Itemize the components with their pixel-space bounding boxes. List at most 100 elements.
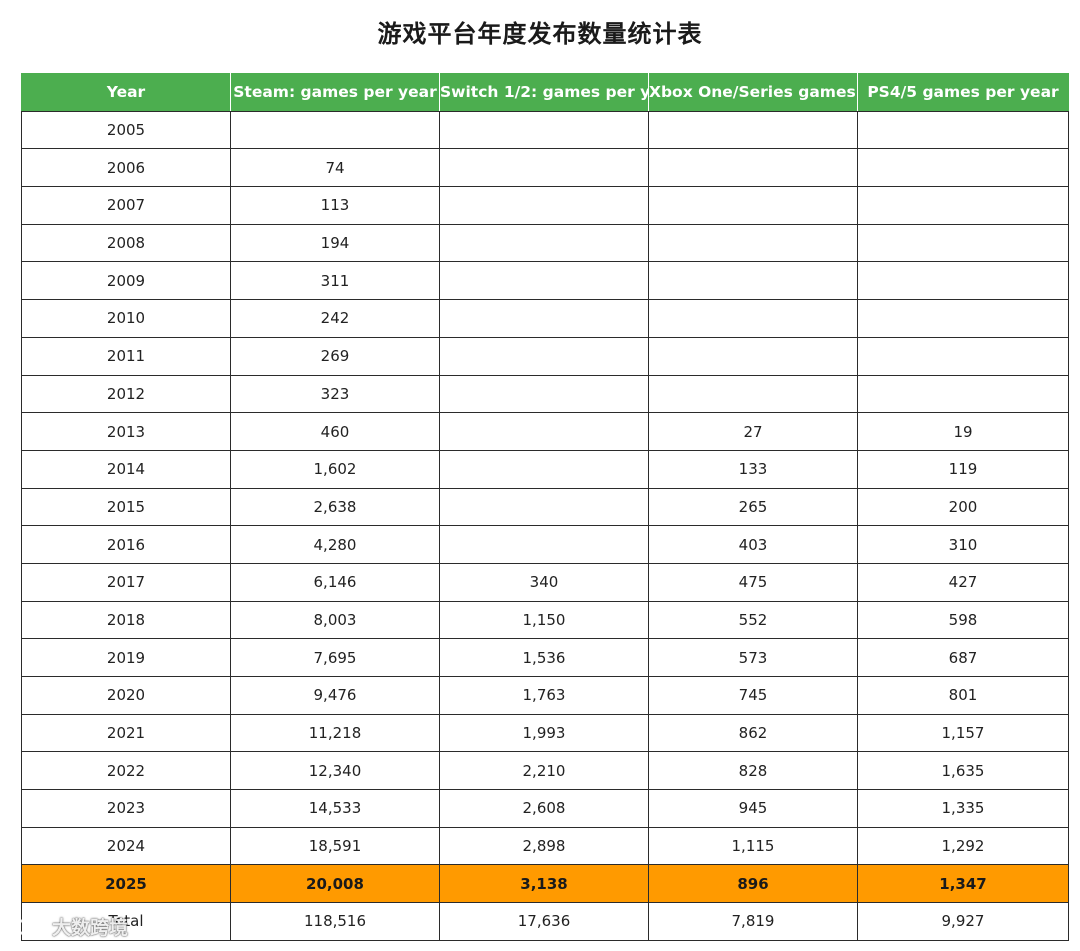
cell-ps: 1,157	[857, 713, 1069, 753]
table-row: 2016 4,280 403 310	[21, 525, 1069, 564]
cell-xbox: 896	[648, 864, 858, 904]
cell-xbox: 403	[648, 525, 858, 564]
watermark-text: 大数跨境	[52, 917, 129, 939]
cell-xbox: 945	[648, 789, 858, 828]
cell-switch: 3,138	[439, 864, 649, 904]
table-row-total: Total 118,516 17,636 7,819 9,927	[21, 902, 1069, 941]
cell-xbox	[648, 336, 858, 376]
cell-switch: 1,150	[439, 600, 649, 640]
cell-steam: 20,008	[230, 864, 440, 904]
cell-switch	[439, 525, 649, 564]
cell-switch	[439, 261, 649, 301]
cell-steam: 269	[230, 336, 440, 376]
cell-steam: 18,591	[230, 826, 440, 866]
cell-steam: 1,602	[230, 449, 440, 489]
cell-ps	[857, 299, 1069, 338]
cell-xbox: 265	[648, 487, 858, 527]
cell-xbox: 7,819	[648, 902, 858, 941]
cell-switch	[439, 374, 649, 414]
cell-year: 2021	[21, 713, 231, 753]
table-row: 2014 1,602 133 119	[21, 449, 1069, 489]
cell-xbox	[648, 110, 858, 150]
cell-xbox	[648, 186, 858, 225]
cell-switch: 340	[439, 562, 649, 602]
cell-xbox: 27	[648, 412, 858, 451]
cell-switch	[439, 223, 649, 263]
table-row: 2006 74	[21, 148, 1069, 188]
cell-switch	[439, 487, 649, 527]
cell-xbox	[648, 223, 858, 263]
table-row: 2007 113	[21, 186, 1069, 225]
cell-year: 2024	[21, 826, 231, 866]
cell-steam: 194	[230, 223, 440, 263]
cell-ps: 9,927	[857, 902, 1069, 941]
table-row: 2005	[21, 110, 1069, 150]
column-header-year: Year	[21, 73, 231, 112]
table-row: 2017 6,146 340 475 427	[21, 562, 1069, 602]
cell-switch	[439, 449, 649, 489]
cell-year: 2017	[21, 562, 231, 602]
cell-steam: 74	[230, 148, 440, 188]
cell-ps: 1,335	[857, 789, 1069, 828]
cell-steam: 14,533	[230, 789, 440, 828]
cell-year: 2007	[21, 186, 231, 225]
cell-year: 2009	[21, 261, 231, 301]
table-row: 2013 460 27 19	[21, 412, 1069, 451]
table-row: 2021 11,218 1,993 862 1,157	[21, 713, 1069, 753]
cell-ps: 200	[857, 487, 1069, 527]
cell-ps: 687	[857, 638, 1069, 677]
table-row: 2012 323	[21, 374, 1069, 414]
cell-switch	[439, 186, 649, 225]
column-header-steam: Steam: games per year	[230, 73, 440, 112]
cell-xbox	[648, 299, 858, 338]
cell-steam: 6,146	[230, 562, 440, 602]
column-header-ps: PS4/5 games per year	[857, 73, 1069, 112]
table-row: 2024 18,591 2,898 1,115 1,292	[21, 826, 1069, 866]
cell-switch: 17,636	[439, 902, 649, 941]
cell-year: 2011	[21, 336, 231, 376]
cell-switch: 1,993	[439, 713, 649, 753]
table-row: 2010 242	[21, 299, 1069, 338]
cell-year: 2023	[21, 789, 231, 828]
cell-switch	[439, 110, 649, 150]
cell-ps: 119	[857, 449, 1069, 489]
cell-steam: 12,340	[230, 751, 440, 791]
cell-ps	[857, 223, 1069, 263]
cell-switch: 2,608	[439, 789, 649, 828]
cell-year: 2020	[21, 676, 231, 715]
cell-xbox: 1,115	[648, 826, 858, 866]
cell-year: 2018	[21, 600, 231, 640]
cell-steam: 311	[230, 261, 440, 301]
cell-steam: 11,218	[230, 713, 440, 753]
cell-switch: 1,763	[439, 676, 649, 715]
cell-xbox: 862	[648, 713, 858, 753]
table-row: 2023 14,533 2,608 945 1,335	[21, 789, 1069, 828]
cell-switch: 2,210	[439, 751, 649, 791]
cell-year: 2025	[21, 864, 231, 904]
cell-year: 2016	[21, 525, 231, 564]
cell-ps: 1,292	[857, 826, 1069, 866]
cell-year: 2015	[21, 487, 231, 527]
cell-year: 2010	[21, 299, 231, 338]
table-row: 2020 9,476 1,763 745 801	[21, 676, 1069, 715]
table-row: 2022 12,340 2,210 828 1,635	[21, 751, 1069, 791]
cell-ps: 1,347	[857, 864, 1069, 904]
cell-xbox	[648, 374, 858, 414]
data-table: Year Steam: games per year Switch 1/2: g…	[21, 73, 1069, 941]
table-row: 2011 269	[21, 336, 1069, 376]
column-header-xbox: Xbox One/Series games per year	[648, 73, 858, 112]
table-row: 2019 7,695 1,536 573 687	[21, 638, 1069, 677]
table-row: 2009 311	[21, 261, 1069, 301]
cell-steam: 9,476	[230, 676, 440, 715]
cell-year: 2022	[21, 751, 231, 791]
cell-steam: 118,516	[230, 902, 440, 941]
cell-ps: 310	[857, 525, 1069, 564]
cell-xbox: 745	[648, 676, 858, 715]
table-row: 2008 194	[21, 223, 1069, 263]
header-row: Year Steam: games per year Switch 1/2: g…	[21, 73, 1069, 112]
cell-steam: 323	[230, 374, 440, 414]
cell-xbox: 475	[648, 562, 858, 602]
cell-switch	[439, 148, 649, 188]
cell-year: 2013	[21, 412, 231, 451]
cell-ps: 801	[857, 676, 1069, 715]
